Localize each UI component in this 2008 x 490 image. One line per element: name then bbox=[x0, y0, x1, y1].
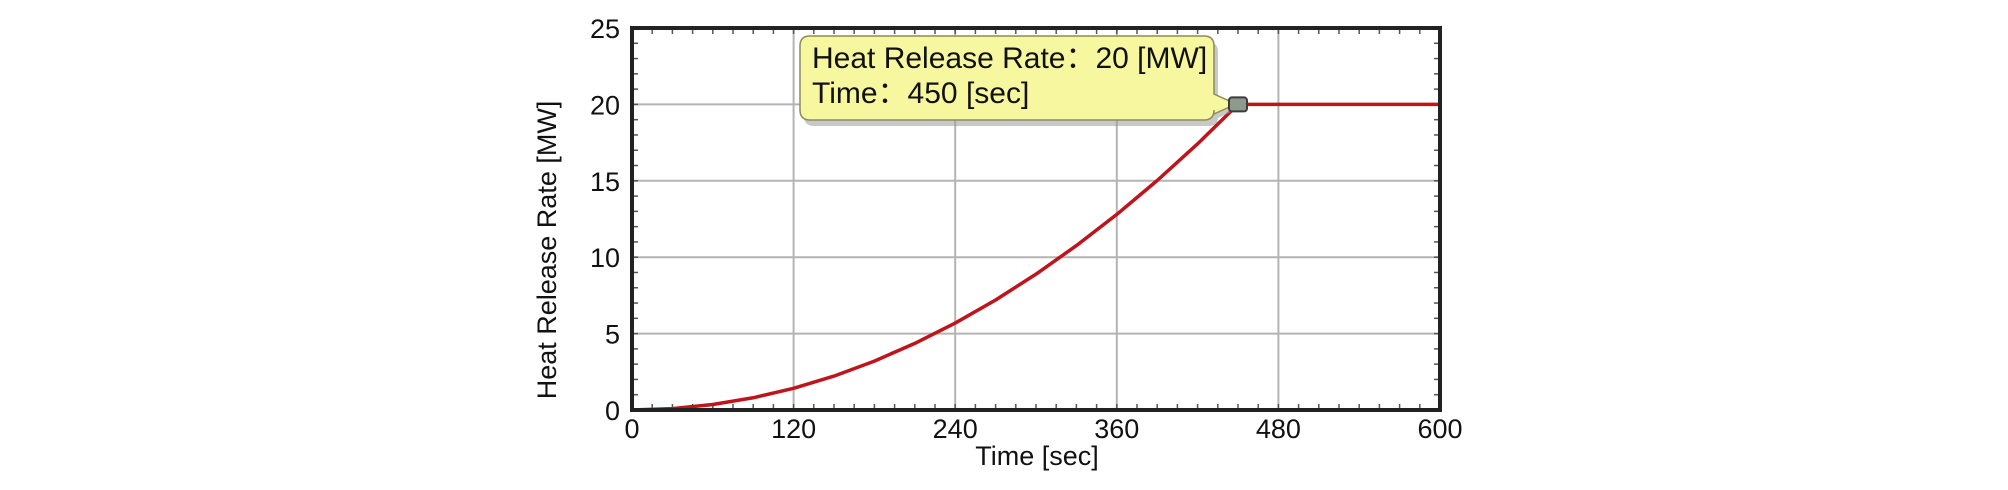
selected-point-marker[interactable] bbox=[1228, 96, 1248, 113]
x-tick-label: 600 bbox=[1417, 414, 1462, 444]
x-tick-label: 360 bbox=[1094, 414, 1139, 444]
series-line bbox=[630, 102, 1442, 412]
tooltip-line-2: Time：450 [sec] bbox=[812, 77, 1029, 110]
tooltip-line-1: Heat Release Rate：20 [MW] bbox=[812, 42, 1207, 75]
data-tooltip: Heat Release Rate：20 [MW] Time：450 [sec] bbox=[799, 35, 1240, 126]
y-tick-label: 5 bbox=[605, 320, 620, 350]
plot-frame bbox=[630, 26, 1442, 412]
y-tick-label: 15 bbox=[590, 167, 620, 197]
y-axis-title: Heat Release Rate [MW] bbox=[532, 101, 562, 400]
x-tick-label: 480 bbox=[1256, 414, 1301, 444]
x-tick-label: 240 bbox=[933, 414, 978, 444]
x-tick-label: 0 bbox=[624, 414, 639, 444]
y-tick-label: 0 bbox=[605, 396, 620, 426]
y-tick-label: 25 bbox=[590, 14, 620, 44]
x-axis-title: Time [sec] bbox=[975, 441, 1099, 471]
y-tick-labels: 0 5 10 15 20 25 bbox=[590, 14, 620, 426]
y-tick-label: 20 bbox=[590, 90, 620, 120]
x-tick-labels: 0 120 240 360 480 600 bbox=[624, 414, 1462, 444]
y-tick-label: 10 bbox=[590, 243, 620, 273]
tooltip-box bbox=[799, 35, 1238, 121]
x-tick-label: 120 bbox=[771, 414, 816, 444]
